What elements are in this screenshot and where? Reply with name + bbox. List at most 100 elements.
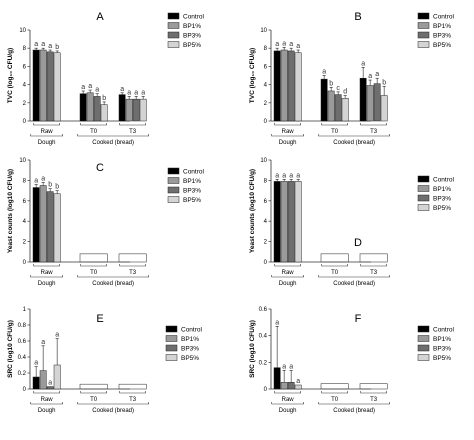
- legend-swatch: [167, 177, 180, 184]
- bar-placeholder: [118, 253, 147, 263]
- category-bracket: [318, 134, 390, 137]
- y-tick-label: 0: [264, 119, 268, 125]
- bar: [53, 364, 61, 390]
- legend-swatch: [417, 325, 430, 333]
- y-tick-label: 8: [23, 46, 27, 52]
- legend-label: BP3%: [433, 33, 451, 40]
- significance-letter: a: [282, 40, 286, 47]
- bar: [46, 191, 54, 263]
- category-bracket: [30, 402, 63, 405]
- legend-label: BP1%: [433, 23, 451, 30]
- bar: [39, 49, 47, 122]
- bar: [294, 52, 302, 122]
- group-label: T0: [331, 129, 339, 135]
- legend-swatch: [417, 185, 430, 192]
- y-tick-label: 2: [264, 101, 268, 107]
- legend-label: Control: [433, 14, 455, 21]
- group-label: Raw: [41, 129, 54, 135]
- legend-swatch: [167, 41, 180, 48]
- y-axis-label: Yeast counts (log10 CFU/g): [249, 169, 256, 253]
- bar: [341, 98, 349, 122]
- y-tick-label: 0: [264, 387, 268, 393]
- y-tick-label: 0: [264, 260, 268, 266]
- category-bracket: [271, 134, 304, 137]
- y-tick-label: 8: [264, 46, 268, 52]
- bar: [39, 370, 47, 390]
- bar: [366, 85, 374, 122]
- significance-letter: b: [382, 79, 386, 86]
- group-bracket: [33, 391, 60, 394]
- bar-placeholder: [320, 253, 349, 263]
- legend-label: Control: [183, 169, 205, 176]
- significance-letter: a: [48, 43, 52, 50]
- group-label: Raw: [282, 397, 295, 403]
- bar: [273, 181, 281, 263]
- bar: [46, 386, 54, 390]
- y-tick-label: 8: [23, 178, 27, 184]
- significance-letter: a: [296, 378, 300, 385]
- category-label: Cooked (bread): [92, 281, 134, 287]
- category-bracket: [77, 402, 149, 405]
- legend-label: BP1%: [183, 178, 201, 185]
- legend-swatch: [417, 194, 430, 202]
- category-label: Dough: [279, 281, 297, 287]
- bar: [132, 98, 140, 122]
- significance-letter: a: [41, 175, 45, 182]
- legend-label: BP1%: [433, 336, 451, 343]
- group-bracket: [119, 264, 146, 267]
- group-label: Raw: [282, 129, 295, 135]
- legend-swatch: [417, 41, 430, 48]
- y-tick-label: 2: [23, 240, 27, 246]
- bar: [139, 98, 147, 122]
- legend-swatch: [417, 12, 430, 20]
- significance-letter: a: [289, 363, 293, 370]
- significance-letter: b: [48, 182, 52, 189]
- legend-label: Control: [433, 177, 455, 184]
- bar: [46, 51, 54, 122]
- y-tick-label: 0.2: [259, 360, 268, 366]
- group-label: T3: [129, 270, 137, 276]
- group-bracket: [80, 391, 107, 394]
- significance-letter: a: [34, 41, 38, 48]
- legend-label: BP1%: [183, 23, 201, 30]
- y-tick-label: 1: [23, 307, 27, 313]
- group-label: T3: [370, 270, 378, 276]
- legend-label: BP3%: [433, 196, 451, 203]
- significance-letter: d: [343, 89, 347, 96]
- group-bracket: [119, 123, 146, 126]
- group-bracket: [80, 264, 107, 267]
- significance-letter: b: [55, 184, 59, 191]
- significance-letter: a: [34, 360, 38, 367]
- bar: [39, 185, 47, 263]
- legend-swatch: [167, 31, 180, 39]
- significance-letter: a: [289, 172, 293, 179]
- legend-label: BP3%: [181, 346, 199, 353]
- significance-letter: a: [95, 87, 99, 94]
- significance-letter: a: [296, 43, 300, 50]
- legend-label: Control: [181, 327, 203, 334]
- legend-label: BP5%: [183, 42, 201, 49]
- category-bracket: [30, 275, 63, 278]
- group-label: Raw: [41, 270, 54, 276]
- bar: [118, 94, 126, 122]
- category-bracket: [30, 134, 63, 137]
- significance-letter: b: [55, 44, 59, 51]
- group-bracket: [33, 123, 60, 126]
- panel-title: A: [96, 11, 104, 23]
- group-bracket: [274, 264, 301, 267]
- legend-swatch: [165, 325, 178, 333]
- y-tick-label: 6: [23, 199, 27, 205]
- legend-swatch: [417, 175, 430, 183]
- panel-title: D: [354, 237, 362, 249]
- legend-label: BP5%: [183, 197, 201, 204]
- legend-swatch: [165, 354, 178, 361]
- group-bracket: [33, 264, 60, 267]
- significance-letter: a: [127, 89, 131, 96]
- group-bracket: [119, 391, 146, 394]
- significance-letter: a: [41, 41, 45, 48]
- panel-title: C: [96, 162, 104, 174]
- significance-letter: a: [282, 172, 286, 179]
